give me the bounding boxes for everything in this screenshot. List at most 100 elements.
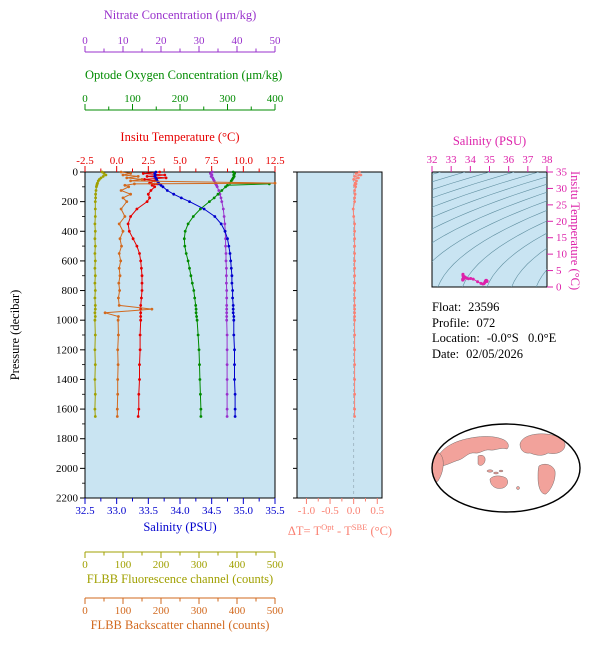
svg-text:34.0: 34.0 [170,505,190,517]
svg-text:40: 40 [232,35,244,47]
location-line: Location: -0.0°S 0.0°E [432,331,556,347]
svg-text:400: 400 [62,226,79,238]
svg-text:1400: 1400 [56,374,79,386]
svg-text:5: 5 [556,265,562,277]
map-continents [432,428,568,495]
svg-text:5.0: 5.0 [173,155,187,167]
svg-text:400: 400 [229,559,246,571]
float-id-label: Float: [432,300,462,314]
svg-text:200: 200 [62,196,79,208]
island-indonesia-2 [493,471,499,475]
world-map [431,423,581,513]
fluorescence-axis: 0 100 200 300 400 500 [82,551,284,571]
svg-text:0.0: 0.0 [110,155,124,167]
profile-number-label: Profile: [432,315,470,330]
svg-text:20: 20 [156,35,168,47]
svg-text:15: 15 [556,232,568,244]
svg-text:100: 100 [124,93,141,105]
svg-text:32: 32 [427,154,438,166]
svg-text:1200: 1200 [56,344,79,356]
temperature-axis-label: Insitu Temperature (°C) [120,130,240,144]
svg-text:500: 500 [267,605,284,617]
svg-text:12.5: 12.5 [265,155,285,167]
svg-text:200: 200 [153,559,170,571]
location-value: -0.0°S 0.0°E [486,331,557,345]
delta-label-sup-opt: Opt [321,522,334,532]
backscatter-axis: 0 100 200 300 400 500 [82,597,284,617]
svg-text:0: 0 [556,282,562,294]
svg-text:50: 50 [270,35,282,47]
island-greenland [555,428,568,437]
oxygen-axis-label: Optode Oxygen Concentration (μm/kg) [85,68,283,82]
date-line: Date: 02/05/2026 [432,347,556,363]
svg-text:35: 35 [556,167,568,179]
svg-text:0.5: 0.5 [370,505,384,517]
delta-label-part-1: ΔT= T [287,524,322,539]
svg-text:35.5: 35.5 [265,505,285,517]
continent-europe-edge [432,443,439,451]
delta-label-part-3: (°C) [367,524,393,539]
svg-text:100: 100 [115,559,132,571]
pressure-axis: 0 200 400 600 800 1000 1200 1400 1600 1800 2000 220… [56,167,297,505]
ts-plot-title: Salinity (PSU) [452,134,527,148]
svg-text:0: 0 [73,167,79,179]
svg-text:300: 300 [191,605,208,617]
svg-text:0: 0 [82,93,88,105]
svg-text:200: 200 [153,605,170,617]
oxygen-axis: 0 100 200 300 400 [82,93,284,111]
main-profile-panel [84,171,276,499]
svg-text:-2.5: -2.5 [76,155,94,167]
fluorescence-axis-label: FLBB Fluorescence channel (counts) [86,572,274,586]
profile-series-backscatter [103,170,277,418]
delta-label-sup-sbe: SBE [351,522,368,532]
svg-text:2000: 2000 [56,463,79,475]
svg-text:1800: 1800 [56,433,79,445]
svg-text:10: 10 [556,249,568,261]
island-indonesia-3 [498,469,504,473]
float-info-block: Float: 23596 Profile: 072 Location: -0.0°S … [432,300,556,362]
svg-text:600: 600 [62,255,79,267]
svg-text:400: 400 [229,605,246,617]
profile-number-value: 072 [476,315,496,330]
svg-text:10.0: 10.0 [234,155,254,167]
svg-text:33.5: 33.5 [139,505,159,517]
svg-text:400: 400 [267,93,284,105]
svg-text:800: 800 [62,285,79,297]
delta-t-axis-label: ΔT= TOpt - TSBE (°C) [262,520,418,539]
island-new-zealand [516,486,520,490]
svg-text:-0.5: -0.5 [321,505,339,517]
continent-india-seasia [477,455,486,466]
svg-text:30: 30 [194,35,206,47]
svg-text:36: 36 [503,154,515,166]
nitrate-axis: 0 10 20 30 40 50 [82,35,282,53]
svg-text:33.0: 33.0 [107,505,127,517]
svg-text:500: 500 [267,559,284,571]
svg-text:1600: 1600 [56,404,79,416]
svg-text:100: 100 [115,605,132,617]
svg-text:34: 34 [465,154,477,166]
svg-text:37: 37 [522,154,534,166]
salinity-axis-label: Salinity (PSU) [143,520,217,534]
pressure-axis-label: Pressure (decibar) [8,289,22,381]
nitrate-axis-label: Nitrate Concentration (μm/kg) [103,8,257,22]
svg-text:38: 38 [542,154,554,166]
svg-text:-1.0: -1.0 [298,505,316,517]
backscatter-axis-label: FLBB Backscatter channel (counts) [90,618,270,632]
map-outline [431,423,581,513]
svg-text:0: 0 [82,605,88,617]
profile-number-line: Profile: 072 [432,316,556,332]
ts-diagram: 32 33 34 35 36 37 38 0 5 10 15 20 25 30 35 [427,154,568,294]
temperature-axis: -2.5 0.0 2.5 5.0 7.5 10.0 12.5 [76,155,285,172]
svg-text:300: 300 [191,559,208,571]
delta-t-axis-and-series: -1.0 -0.5 0.0 0.5 [298,170,385,517]
svg-text:34.5: 34.5 [202,505,222,517]
salinity-axis: 32.5 33.0 33.5 34.0 34.5 35.0 35.5 [75,498,285,517]
delta-t-panel [296,171,383,499]
svg-text:0: 0 [82,559,88,571]
svg-text:0.0: 0.0 [347,505,361,517]
float-id-value: 23596 [468,300,500,314]
svg-text:1000: 1000 [56,315,79,327]
continent-australia [489,475,508,489]
